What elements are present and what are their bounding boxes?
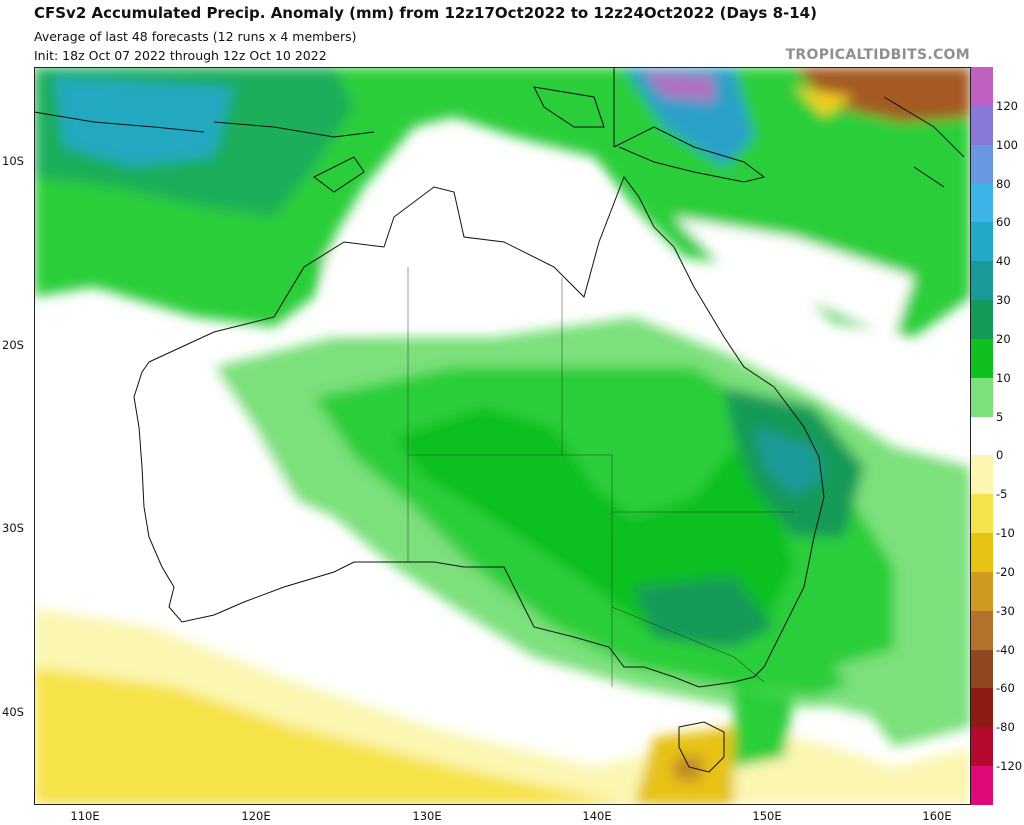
colorbar-label: -60	[996, 681, 1015, 696]
colorbar-segment	[971, 455, 993, 495]
colorbar-label: 0	[996, 448, 1004, 463]
colorbar-segment	[971, 377, 993, 418]
colorbar-segment	[971, 222, 993, 262]
colorbar-label: 30	[996, 293, 1011, 308]
colorbar-segment	[971, 416, 993, 456]
colorbar-segment	[971, 571, 993, 612]
colorbar-segment	[971, 766, 993, 806]
colorbar-label: -5	[996, 487, 1008, 502]
colorbar-segment	[971, 610, 993, 651]
colorbar-segment	[971, 533, 993, 573]
colorbar-label: -120	[996, 759, 1023, 774]
anomaly-field	[34, 67, 971, 805]
precip-anomaly-map	[34, 67, 971, 805]
colorbar-label: -10	[996, 526, 1015, 541]
lon-label-150e: 150E	[752, 809, 782, 823]
colorbar-label: -80	[996, 720, 1015, 735]
lon-label-110e: 110E	[70, 809, 100, 823]
colorbar-label: -20	[996, 564, 1015, 579]
colorbar-segment	[971, 338, 993, 379]
lat-label-10s: 10S	[2, 154, 24, 168]
chart-title: CFSv2 Accumulated Precip. Anomaly (mm) f…	[34, 4, 817, 22]
colorbar-label: 40	[996, 254, 1011, 269]
colorbar-segment	[971, 688, 993, 728]
lon-label-140e: 140E	[582, 809, 612, 823]
colorbar-segment	[971, 649, 993, 689]
chart-subtitle-init: Init: 18z Oct 07 2022 through 12z Oct 10…	[34, 48, 327, 63]
map-canvas	[34, 67, 971, 805]
colorbar-label: 100	[996, 137, 1018, 152]
colorbar-segment	[971, 67, 993, 107]
colorbar-segment	[971, 727, 993, 767]
colorbar-label: 20	[996, 331, 1011, 346]
colorbar-label: -40	[996, 642, 1015, 657]
colorbar-segment	[971, 144, 993, 184]
lat-label-20s: 20S	[2, 338, 24, 352]
source-credit: TROPICALTIDBITS.COM	[785, 47, 970, 63]
colorbar-label: 60	[996, 215, 1011, 230]
lon-label-130e: 130E	[412, 809, 442, 823]
coastlines	[34, 67, 965, 773]
colorbar-segment	[971, 105, 993, 146]
colorbar-segment	[971, 494, 993, 534]
chart-subtitle-ensemble: Average of last 48 forecasts (12 runs x …	[34, 29, 357, 44]
colorbar-segment	[971, 300, 993, 340]
lat-label-40s: 40S	[2, 705, 24, 719]
colorbar-segment	[971, 183, 993, 223]
lon-label-160e: 160E	[922, 809, 952, 823]
colorbar	[971, 67, 993, 806]
lon-label-120e: 120E	[241, 809, 271, 823]
colorbar-label: -30	[996, 603, 1015, 618]
colorbar-label: 5	[996, 409, 1004, 424]
state-borders	[407, 267, 794, 687]
colorbar-segment	[971, 261, 993, 301]
colorbar-label: 80	[996, 176, 1011, 191]
colorbar-label: 10	[996, 370, 1011, 385]
lat-label-30s: 30S	[2, 521, 24, 535]
colorbar-label: 120	[996, 98, 1018, 113]
